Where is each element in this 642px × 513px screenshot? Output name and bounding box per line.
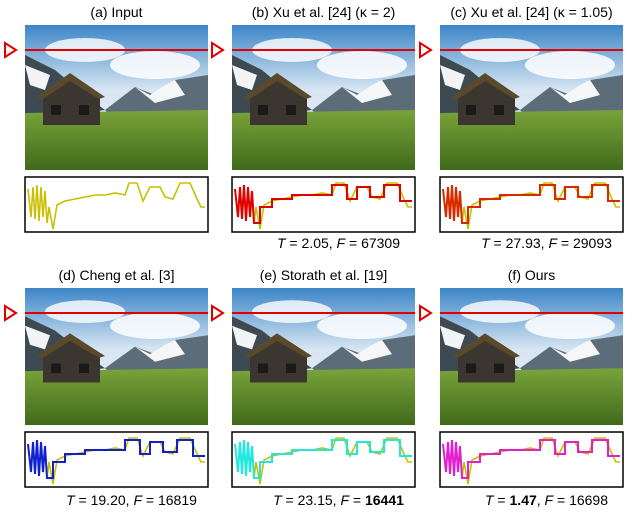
equals: = (490, 235, 506, 251)
equals: = (553, 492, 569, 508)
panel-image (232, 25, 415, 170)
panel-caption: (f) Ours (508, 267, 555, 283)
panel-caption: (c) Xu et al. [24] (κ = 1.05) (450, 4, 612, 20)
scanline-marker (212, 306, 223, 320)
stat-value: 16819 (158, 492, 197, 508)
equals: = (345, 235, 361, 251)
stats: T = 27.93, F = 29093 (481, 235, 612, 251)
equals: = (282, 492, 298, 508)
panel-image (440, 288, 623, 425)
separator: , (126, 492, 134, 508)
panel-image (440, 25, 623, 170)
panel-image (25, 25, 208, 170)
stats: T = 19.20, F = 16819 (66, 492, 197, 508)
scanline-marker (420, 43, 431, 57)
scanline-marker (5, 43, 16, 57)
panel-caption: (b) Xu et al. [24] (κ = 2) (252, 4, 396, 20)
separator: , (333, 492, 341, 508)
panel-image (232, 288, 415, 425)
stats: T = 23.15, F = 16441 (273, 492, 404, 508)
equals: = (557, 235, 573, 251)
separator: , (329, 235, 337, 251)
stat-value: 27.93 (506, 235, 541, 251)
stats: T = 2.05, F = 67309 (277, 235, 400, 251)
separator: , (541, 235, 549, 251)
stat-value: 16698 (569, 492, 608, 508)
equals: = (494, 492, 510, 508)
stat-value: 19.20 (91, 492, 126, 508)
panel-caption: (e) Storath et al. [19] (260, 267, 388, 283)
separator: , (537, 492, 545, 508)
scanline-marker (420, 306, 431, 320)
panel-caption: (d) Cheng et al. [3] (59, 267, 175, 283)
equals: = (142, 492, 158, 508)
stat-value: 23.15 (298, 492, 333, 508)
scanline-marker (212, 43, 223, 57)
equals: = (349, 492, 365, 508)
equals: = (286, 235, 302, 251)
equals: = (75, 492, 91, 508)
stat-value: 2.05 (302, 235, 329, 251)
panel-caption: (a) Input (90, 4, 142, 20)
figure: (a) Input (b) Xu et al. [24] (κ = 2) T = 2… (0, 0, 642, 513)
panel-image (25, 288, 208, 425)
stat-value: 29093 (573, 235, 612, 251)
scanline-marker (5, 306, 16, 320)
stat-value: 67309 (361, 235, 400, 251)
stat-value: 16441 (365, 492, 404, 508)
stat-value: 1.47 (510, 492, 537, 508)
stats: T = 1.47, F = 16698 (485, 492, 608, 508)
